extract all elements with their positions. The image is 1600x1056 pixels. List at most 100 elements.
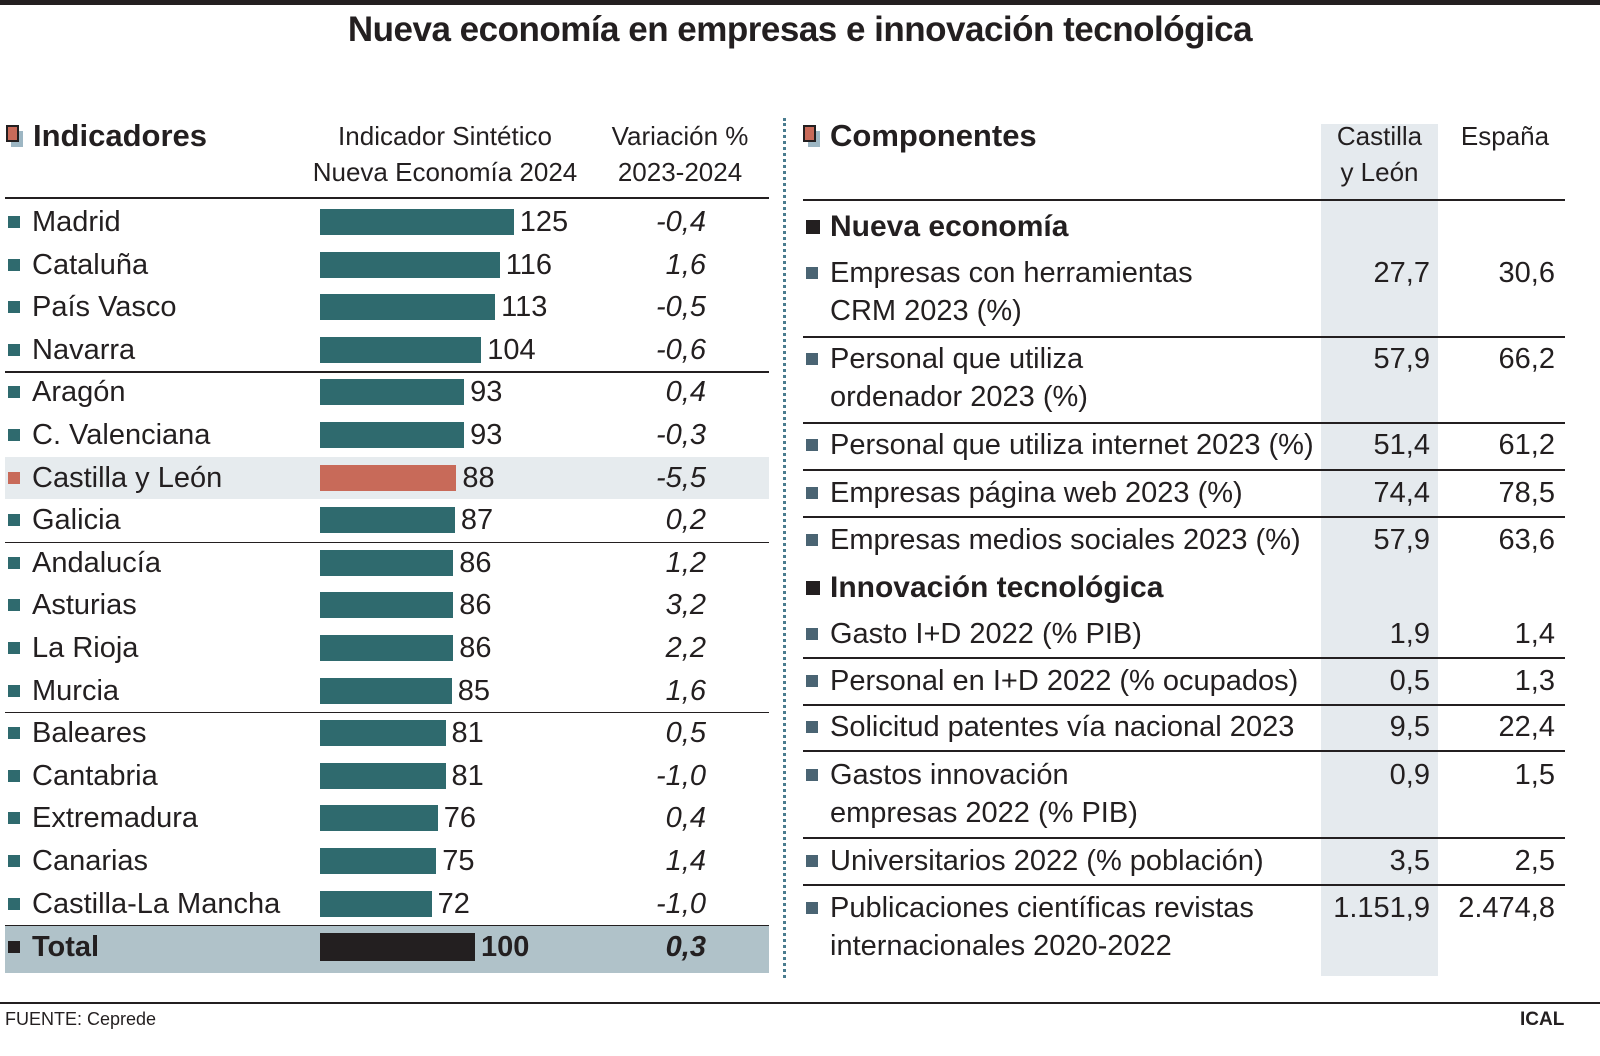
component-marker-icon (806, 487, 818, 499)
bar-value-label: 87 (460, 504, 494, 537)
component-marker-icon (806, 267, 818, 279)
castilla-value: 27,7 (1373, 257, 1430, 289)
bar (320, 464, 457, 491)
region-marker-icon (8, 216, 20, 228)
variation-label: 1,2 (665, 546, 706, 579)
section-divider (783, 118, 786, 978)
variation-label: 0,3 (665, 931, 706, 963)
espana-value: 61,2 (1498, 429, 1555, 461)
right-header-rule (803, 199, 1565, 201)
variation-label: -1,0 (656, 759, 706, 792)
component-label: Empresas medios sociales 2023 (%) (830, 524, 1301, 556)
bottom-rule (0, 1002, 1600, 1004)
espana-value: 2.474,8 (1458, 892, 1555, 924)
indicator-header-line2: Nueva Economía 2024 (312, 157, 578, 187)
espana-value: 1,5 (1514, 759, 1555, 791)
region-marker-icon (8, 855, 20, 867)
variation-label: -0,3 (656, 419, 706, 451)
variation-label: -5,5 (656, 461, 706, 494)
component-label: Personal que utiliza (830, 343, 1084, 375)
castilla-header-line1: Castilla (1336, 121, 1423, 151)
row-separator (5, 541, 769, 543)
bar-value-label: 75 (442, 845, 475, 877)
espana-value: 78,5 (1498, 477, 1555, 509)
region-marker-icon (8, 556, 20, 569)
bar (320, 635, 454, 661)
region-marker-icon (8, 684, 20, 697)
component-marker-icon (806, 855, 818, 867)
variation-label: 0,5 (665, 717, 706, 750)
component-marker-icon (806, 902, 818, 914)
row-separator (803, 884, 1565, 886)
region-marker-icon (8, 429, 20, 441)
bar (320, 379, 465, 406)
region-label: Canarias (32, 845, 149, 877)
component-label: Universitarios 2022 (% población) (830, 845, 1264, 877)
section-icon (803, 125, 820, 147)
component-label: Gasto I+D 2022 (% PIB) (830, 618, 1142, 650)
bar-value-label: 81 (451, 759, 484, 792)
component-label: Publicaciones científicas revistas (830, 892, 1254, 924)
bar (320, 209, 514, 235)
bar (320, 805, 438, 832)
castilla-value: 74,4 (1373, 477, 1430, 509)
bar (320, 848, 437, 874)
row-separator (5, 371, 769, 373)
bar-value-label: 104 (487, 333, 536, 366)
region-label: C. Valenciana (32, 419, 211, 451)
bar-value-label: 125 (519, 206, 569, 238)
bar (320, 933, 475, 961)
variation-label: 1,6 (665, 674, 706, 707)
subsection-title: Innovación tecnológica (830, 571, 1164, 604)
region-label: Galicia (32, 504, 121, 537)
bar (320, 294, 496, 321)
bar (320, 336, 482, 363)
bar (320, 549, 454, 576)
bar-value-label: 81 (451, 717, 484, 750)
variation-label: 0,4 (665, 376, 706, 409)
espana-value: 66,2 (1498, 343, 1555, 375)
bar-value-label: 93 (470, 376, 503, 409)
region-marker-icon (8, 769, 20, 782)
variation-header-line1: Variación % (611, 121, 749, 151)
bar (320, 507, 455, 534)
component-label: ordenador 2023 (%) (830, 381, 1088, 413)
left-header-rule (5, 197, 769, 199)
espana-value: 63,6 (1498, 524, 1555, 556)
variation-label: 2,2 (665, 632, 706, 664)
row-separator (803, 516, 1565, 518)
row-separator (803, 422, 1565, 424)
region-label: Aragón (32, 376, 126, 409)
region-marker-icon (8, 258, 20, 271)
region-label: Navarra (32, 333, 136, 366)
bar (320, 762, 446, 789)
region-marker-icon (8, 471, 20, 484)
bar (320, 720, 446, 747)
component-label: CRM 2023 (%) (830, 295, 1022, 327)
bar (320, 592, 454, 619)
espana-value: 30,6 (1498, 257, 1555, 289)
row-separator (803, 750, 1565, 752)
source-note: FUENTE: Ceprede (5, 1009, 157, 1029)
bar (320, 890, 432, 917)
bar-value-label: 86 (459, 546, 492, 579)
component-label: empresas 2022 (% PIB) (830, 797, 1138, 829)
indicadores-title: Indicadores (33, 118, 207, 153)
indicator-header-line1: Indicador Sintético (338, 121, 552, 151)
variation-label: -0,5 (656, 291, 706, 324)
component-label: internacionales 2020-2022 (830, 930, 1172, 962)
region-marker-icon (8, 727, 20, 740)
bar-value-label: 76 (443, 802, 477, 835)
variation-label: 1,4 (665, 845, 706, 877)
chart-title: Nueva economía en empresas e innovación … (347, 10, 1253, 49)
top-rule (0, 0, 1600, 5)
variation-label: -0,4 (656, 206, 706, 238)
bar-value-label: 93 (470, 419, 503, 451)
bar-value-label: 100 (481, 931, 530, 963)
row-separator (803, 837, 1565, 839)
bar (320, 251, 500, 278)
espana-value: 2,5 (1514, 845, 1555, 877)
row-separator (5, 924, 769, 927)
bar (320, 422, 465, 448)
castilla-value: 9,5 (1389, 711, 1430, 743)
